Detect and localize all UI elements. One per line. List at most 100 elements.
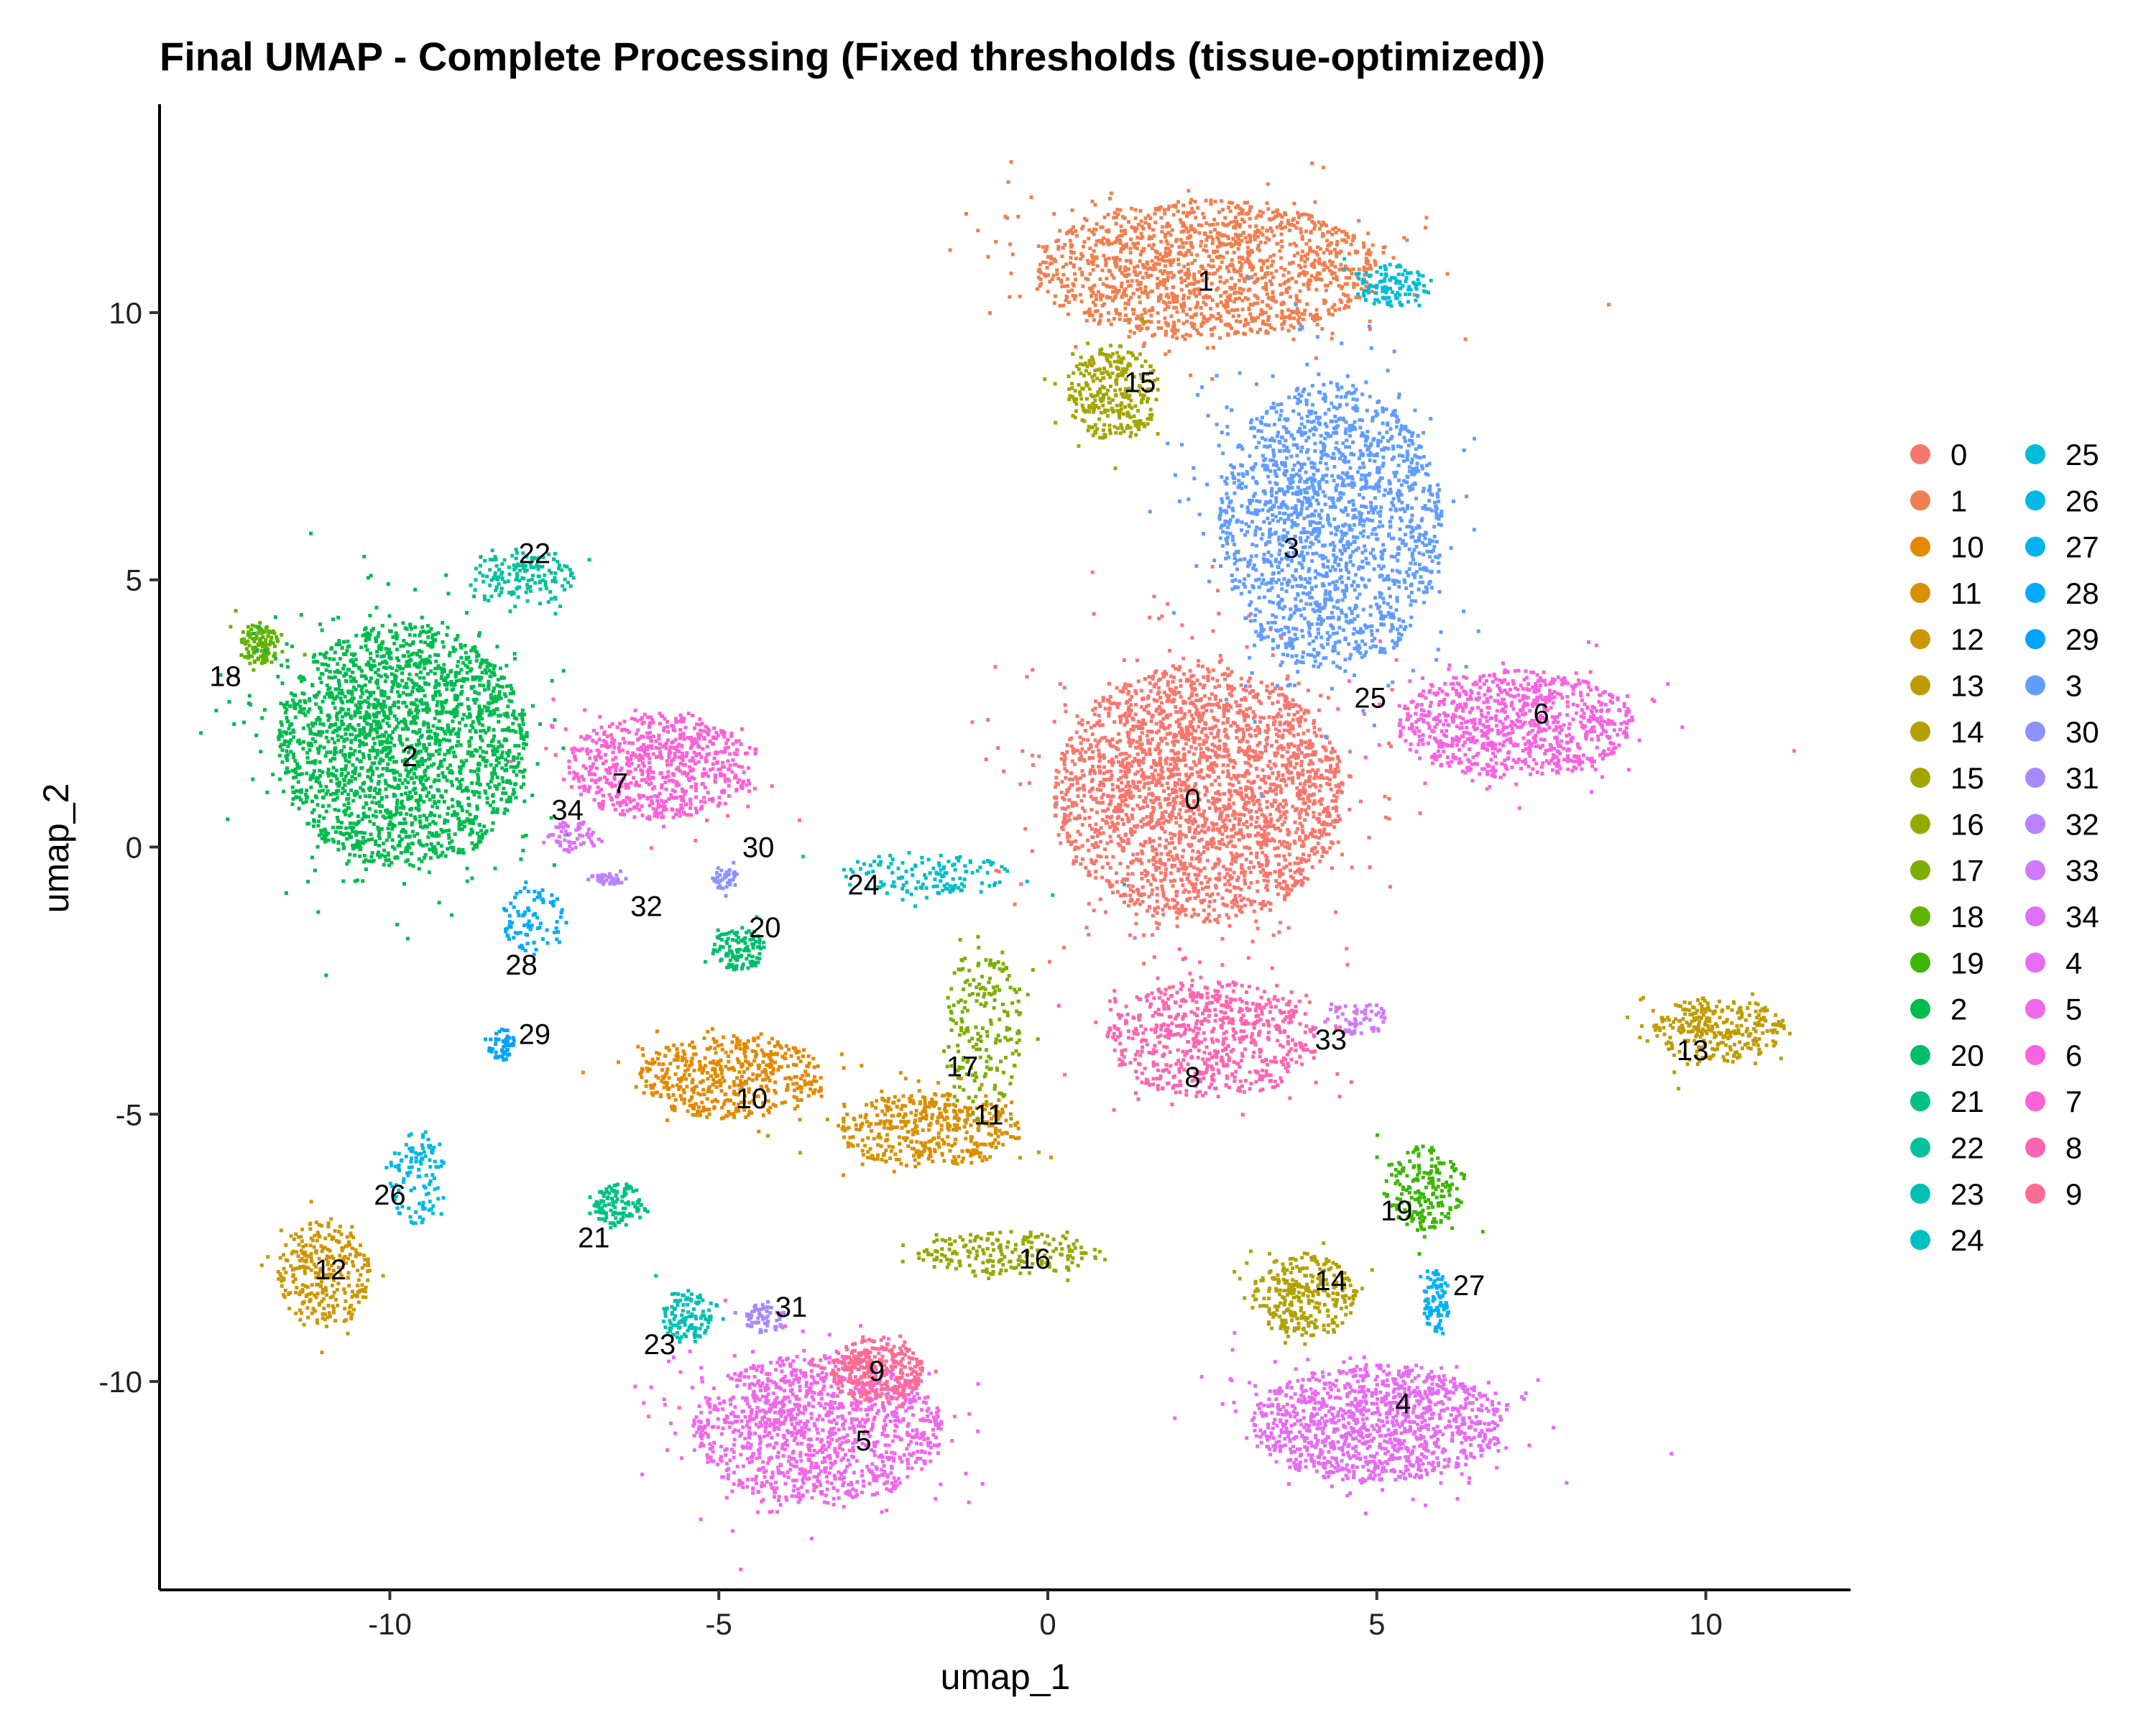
data-point xyxy=(1219,319,1223,323)
data-point xyxy=(1248,706,1252,710)
data-point xyxy=(1305,213,1309,217)
data-point xyxy=(1307,804,1311,809)
data-point xyxy=(1159,826,1164,829)
data-point xyxy=(1239,828,1243,832)
data-point xyxy=(710,1100,714,1104)
data-point xyxy=(1299,707,1303,712)
data-point xyxy=(1137,324,1141,328)
data-point xyxy=(714,1051,718,1055)
data-point xyxy=(1146,703,1151,707)
data-point xyxy=(690,1087,694,1092)
data-point xyxy=(1141,900,1145,904)
data-point xyxy=(1172,689,1176,694)
data-point xyxy=(1205,758,1210,763)
data-point xyxy=(1317,788,1322,793)
data-point xyxy=(1218,699,1222,703)
data-point xyxy=(646,1069,650,1073)
data-point xyxy=(1130,780,1135,783)
data-point xyxy=(1211,796,1215,800)
data-point xyxy=(1180,855,1184,859)
data-point xyxy=(1289,295,1292,299)
data-point xyxy=(1259,308,1263,312)
data-point xyxy=(1075,816,1079,821)
data-point xyxy=(1052,257,1056,262)
data-point xyxy=(1118,753,1123,757)
data-point xyxy=(887,1144,891,1149)
data-point xyxy=(689,1059,694,1064)
data-point xyxy=(1116,842,1120,846)
data-point xyxy=(1169,271,1174,275)
data-point xyxy=(1154,722,1158,726)
data-point xyxy=(742,1047,747,1052)
data-point xyxy=(1197,719,1202,723)
data-point xyxy=(1249,815,1253,819)
data-point xyxy=(1187,289,1192,293)
data-point xyxy=(803,1082,807,1087)
data-point xyxy=(1174,801,1177,805)
data-point xyxy=(1227,201,1232,205)
data-point xyxy=(1319,802,1323,806)
data-point xyxy=(1202,742,1206,746)
data-point xyxy=(1126,302,1130,306)
data-point xyxy=(1227,790,1232,794)
data-point xyxy=(1311,761,1314,765)
data-point xyxy=(1332,271,1337,275)
data-point xyxy=(1103,707,1107,711)
data-point xyxy=(1299,265,1303,270)
data-point xyxy=(1224,242,1228,247)
data-point xyxy=(1254,919,1258,924)
data-point xyxy=(1158,677,1162,681)
data-point xyxy=(1268,279,1273,283)
data-point xyxy=(1332,770,1336,775)
data-point xyxy=(1138,735,1142,740)
data-point xyxy=(1207,670,1211,674)
data-point xyxy=(648,1067,652,1072)
data-point xyxy=(1174,821,1179,825)
data-point xyxy=(1138,317,1143,321)
data-point xyxy=(1089,808,1094,812)
data-point xyxy=(1178,218,1182,222)
data-point xyxy=(1159,216,1164,220)
data-point xyxy=(690,1080,694,1085)
data-point xyxy=(740,1075,744,1079)
data-point xyxy=(656,1076,660,1080)
data-point xyxy=(1092,768,1096,773)
data-point xyxy=(1253,316,1258,321)
data-point xyxy=(1234,205,1238,209)
data-point xyxy=(705,1097,709,1101)
data-point xyxy=(1211,768,1215,772)
data-point xyxy=(942,1141,946,1146)
data-point xyxy=(1261,321,1265,326)
data-point xyxy=(1222,804,1226,809)
data-point xyxy=(1124,715,1128,719)
data-point xyxy=(710,1067,714,1072)
data-point xyxy=(773,1060,778,1064)
data-point xyxy=(1301,788,1305,793)
data-point xyxy=(1146,804,1149,809)
data-point xyxy=(1143,782,1147,786)
data-point xyxy=(1124,293,1128,298)
data-point xyxy=(1215,245,1220,249)
data-point xyxy=(1139,236,1143,240)
data-point xyxy=(1181,883,1185,887)
data-point xyxy=(743,1094,747,1098)
data-point xyxy=(858,1114,862,1118)
data-point xyxy=(1056,244,1061,249)
data-point xyxy=(1242,712,1246,716)
data-point xyxy=(1156,818,1161,822)
data-point xyxy=(1227,270,1231,274)
data-point xyxy=(1305,812,1309,816)
data-point xyxy=(1299,257,1304,262)
data-point xyxy=(1054,294,1057,298)
data-point xyxy=(732,1115,737,1119)
data-point xyxy=(1099,788,1103,792)
data-point xyxy=(1265,271,1269,275)
data-point xyxy=(1316,841,1320,845)
data-point xyxy=(1046,290,1050,294)
data-point xyxy=(1099,298,1103,302)
data-point xyxy=(1136,282,1141,287)
data-point xyxy=(710,1027,714,1031)
data-point xyxy=(1155,699,1159,703)
cluster-1-points xyxy=(948,160,1611,402)
